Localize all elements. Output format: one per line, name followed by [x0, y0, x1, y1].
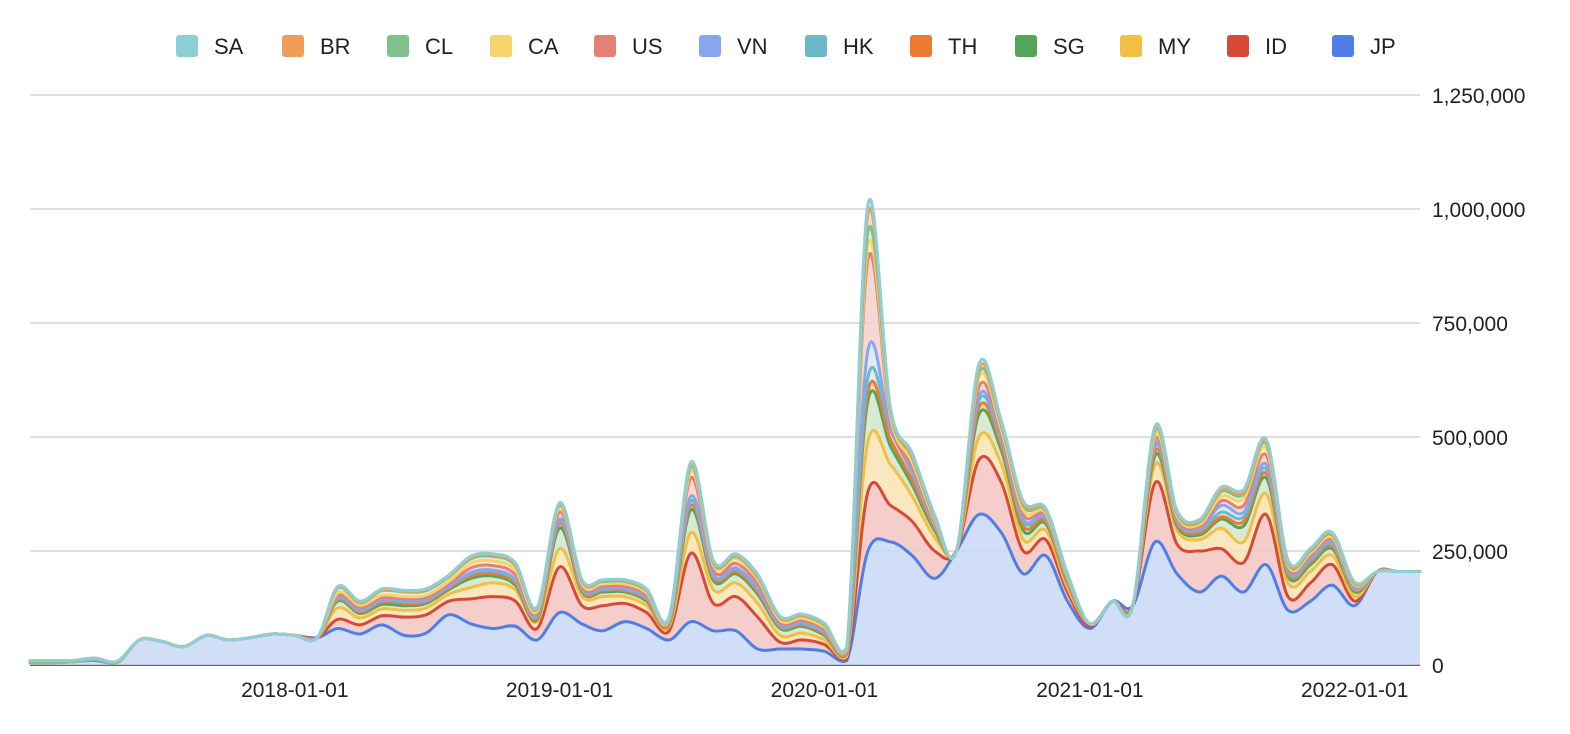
legend-label: TH — [948, 34, 977, 59]
x-tick-label: 2021-01-01 — [1036, 679, 1143, 702]
x-tick-label: 2020-01-01 — [771, 679, 878, 702]
legend-label: BR — [320, 34, 351, 59]
x-tick-label: 2019-01-01 — [506, 679, 613, 702]
legend-swatch — [699, 35, 721, 57]
y-tick-label: 1,250,000 — [1432, 85, 1525, 108]
y-tick-label: 750,000 — [1432, 313, 1508, 336]
x-tick-label: 2018-01-01 — [241, 679, 348, 702]
legend-swatch — [1120, 35, 1142, 57]
legend-swatch — [1015, 35, 1037, 57]
legend-item-cl[interactable]: CL — [387, 34, 453, 59]
legend-label: MY — [1158, 34, 1191, 59]
y-axis: 0 250,000 500,000 750,000 1,000,000 1,250,000 — [1432, 85, 1525, 678]
legend-item-ca[interactable]: CA — [490, 34, 559, 59]
legend-item-vn[interactable]: VN — [699, 34, 768, 59]
legend-label: JP — [1370, 34, 1396, 59]
legend-item-my[interactable]: MY — [1120, 34, 1191, 59]
y-tick-label: 250,000 — [1432, 541, 1508, 564]
legend-label: CL — [425, 34, 453, 59]
x-tick-label: 2022-01-01 — [1301, 679, 1408, 702]
legend-label: SA — [214, 34, 244, 59]
legend-item-jp[interactable]: JP — [1332, 34, 1396, 59]
line-sa — [28, 198, 1422, 664]
x-axis: 2018-01-01 2019-01-01 2020-01-01 2021-01-01… — [241, 679, 1408, 702]
legend-swatch — [910, 35, 932, 57]
area-series — [30, 199, 1420, 665]
legend-item-br[interactable]: BR — [282, 34, 351, 59]
legend-label: SG — [1053, 34, 1085, 59]
legend-label: HK — [843, 34, 874, 59]
legend-swatch — [490, 35, 512, 57]
legend-label: ID — [1265, 34, 1287, 59]
legend-swatch — [387, 35, 409, 57]
legend-item-th[interactable]: TH — [910, 34, 977, 59]
legend-label: US — [632, 34, 663, 59]
y-tick-label: 500,000 — [1432, 427, 1508, 450]
legend-item-sg[interactable]: SG — [1015, 34, 1085, 59]
legend-swatch — [282, 35, 304, 57]
legend-item-sa[interactable]: SA — [176, 34, 244, 59]
legend-swatch — [1227, 35, 1249, 57]
series-lines — [28, 198, 1422, 665]
legend-label: VN — [737, 34, 768, 59]
legend-swatch — [1332, 35, 1354, 57]
legend[interactable]: SA BR CL CA US VN HK TH SG MY ID JP — [176, 34, 1396, 59]
legend-swatch — [594, 35, 616, 57]
y-tick-label: 1,000,000 — [1432, 199, 1525, 222]
legend-item-id[interactable]: ID — [1227, 34, 1287, 59]
legend-item-hk[interactable]: HK — [805, 34, 874, 59]
legend-item-us[interactable]: US — [594, 34, 663, 59]
y-tick-label: 0 — [1432, 655, 1444, 678]
legend-label: CA — [528, 34, 559, 59]
legend-swatch — [805, 35, 827, 57]
legend-swatch — [176, 35, 198, 57]
